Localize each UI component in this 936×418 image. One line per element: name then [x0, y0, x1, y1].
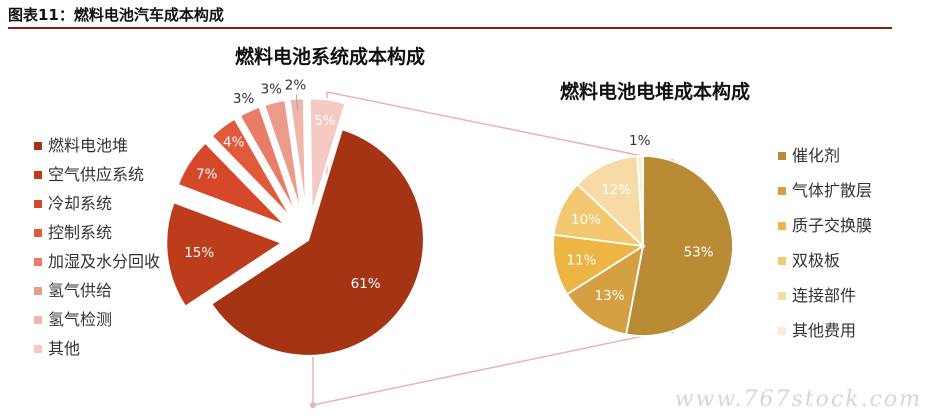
- slice-label-3: 11%: [566, 253, 596, 269]
- pie-system: 61%15%7%4%3%3% 2%5%: [165, 78, 426, 358]
- slice-label-5: 12%: [601, 182, 631, 198]
- legend-swatch-8: [34, 345, 42, 353]
- legend-label-2: 气体扩散层: [792, 181, 872, 200]
- pie-slice-6: [636, 155, 644, 247]
- legend-swatch-7: [34, 316, 42, 324]
- legend-label-1: 燃料电池堆: [48, 136, 128, 155]
- legend-label-1: 催化剂: [792, 146, 840, 165]
- pie-slice-1: [209, 127, 426, 358]
- legend-swatch-1: [778, 152, 786, 160]
- legend-swatch-4: [778, 257, 786, 265]
- leader-line-7: [295, 94, 298, 111]
- legend-label-8: 其他: [48, 339, 80, 358]
- pie-slice-2: [165, 200, 285, 309]
- legend-swatch-2: [778, 187, 786, 195]
- slice-label-5: 3%: [233, 91, 255, 107]
- pie-slice-2: [565, 244, 645, 336]
- legend-swatch-6: [34, 287, 42, 295]
- title-rule: [8, 27, 892, 29]
- pie-slice-8: [308, 97, 347, 215]
- legend-label-3: 质子交换膜: [792, 216, 872, 235]
- chart-title-stack: 燃料电池电堆成本构成: [560, 80, 750, 103]
- slice-label-6: 1%: [629, 133, 651, 149]
- legend-swatch-3: [34, 200, 42, 208]
- legend-swatch-3: [778, 222, 786, 230]
- legend-swatch-2: [34, 171, 42, 179]
- pie-slice-5: [238, 105, 299, 217]
- legend-swatch-1: [34, 142, 42, 150]
- legend-label-7: 氢气检测: [48, 310, 112, 329]
- slice-label-1: 61%: [351, 276, 381, 292]
- slice-label-3: 7%: [196, 167, 218, 183]
- pie-stack: 53% 13% 11% 10%12% 1%: [552, 133, 734, 337]
- legend-swatch-4: [34, 229, 42, 237]
- watermark: www.767stock.com: [674, 387, 922, 412]
- legend-label-6: 氢气供给: [48, 281, 112, 300]
- legend-swatch-6: [778, 327, 786, 335]
- legend-label-5: 连接部件: [792, 286, 856, 305]
- slice-label-2: 13%: [595, 288, 625, 304]
- legend-label-6: 其他费用: [792, 321, 856, 340]
- slice-label-2: 15%: [184, 245, 214, 261]
- slice-label-4: 10%: [571, 212, 601, 228]
- legend-swatch-5: [34, 258, 42, 266]
- slice-label-7: 2%: [285, 78, 307, 94]
- legend-label-2: 空气供应系统: [48, 165, 144, 184]
- legend-label-5: 加湿及水分回收: [48, 252, 160, 271]
- legend-label-3: 冷却系统: [48, 194, 112, 213]
- pie-slice-1: [625, 155, 734, 337]
- slice-label-1: 53%: [684, 244, 714, 260]
- legend-label-4: 控制系统: [48, 223, 112, 242]
- chart-title-system: 燃料电池系统成本构成: [235, 45, 425, 68]
- slice-label-4: 4%: [223, 134, 245, 150]
- pie-slice-3: [176, 141, 288, 227]
- pie-slice-6: [262, 98, 303, 216]
- slice-label-8: 5%: [314, 113, 336, 129]
- pie-slice-5: [576, 155, 645, 249]
- slice-label-6: 3%: [261, 81, 283, 97]
- legend-label-4: 双极板: [792, 251, 840, 270]
- figure-title: 图表11：燃料电池汽车成本构成: [8, 6, 224, 24]
- legend-swatch-5: [778, 292, 786, 300]
- pie-slice-4: [209, 117, 294, 221]
